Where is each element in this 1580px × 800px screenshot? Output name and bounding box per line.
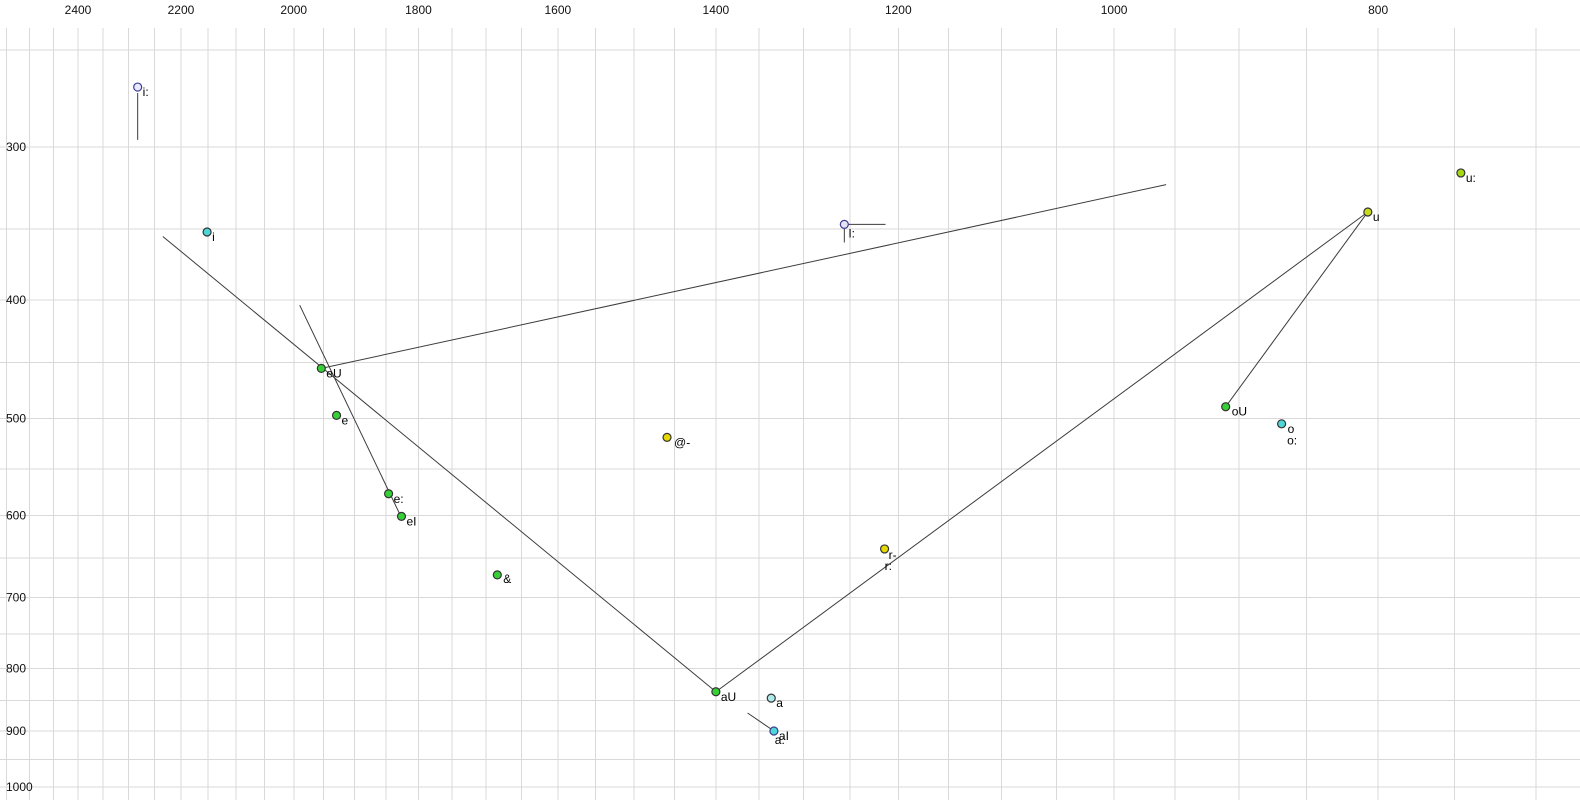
extra-label-2: a: <box>775 733 785 747</box>
x-axis-tick-label: 800 <box>1368 3 1388 17</box>
vowel-label-i-long[interactable]: i: <box>143 85 149 99</box>
y-axis-tick-label: 400 <box>6 293 26 307</box>
vowel-label-e[interactable]: e <box>342 413 349 427</box>
vowel-point-u-long[interactable] <box>1456 168 1466 178</box>
x-axis-tick-label: 1200 <box>885 3 912 17</box>
vowel-point-aU[interactable] <box>711 687 721 697</box>
vowel-label-I-long[interactable]: I: <box>848 226 855 240</box>
trajectory-aI-short <box>747 712 775 732</box>
vowel-label-a[interactable]: a <box>776 696 783 710</box>
vowel-point-oU[interactable] <box>1221 402 1231 412</box>
vowel-label-u[interactable]: u <box>1373 210 1380 224</box>
trajectory-eI <box>299 304 402 517</box>
vowel-label-aI[interactable]: aI <box>779 729 789 743</box>
trajectory-upperleft-to-aU <box>162 236 717 693</box>
y-axis-tick-label: 500 <box>6 412 26 426</box>
vowel-point-a[interactable] <box>766 693 776 703</box>
x-axis-tick-label: 2200 <box>168 3 195 17</box>
vowel-label-ae[interactable]: & <box>503 572 511 586</box>
y-axis-tick-label: 300 <box>6 140 26 154</box>
vowel-label-r-long[interactable]: r- <box>889 548 897 562</box>
vowel-point-u[interactable] <box>1363 207 1373 217</box>
trajectory-u-to-oU <box>1225 211 1369 408</box>
y-axis-tick-label: 1000 <box>6 780 33 794</box>
vowel-point-e-long[interactable] <box>383 489 394 499</box>
vowel-point-i[interactable] <box>202 227 212 237</box>
x-axis-tick-label: 1000 <box>1101 3 1128 17</box>
vowel-point-r-long[interactable] <box>879 544 890 554</box>
extra-label-1: o: <box>1287 433 1297 447</box>
vowel-point-aI[interactable] <box>769 726 779 736</box>
x-axis-tick-label: 1800 <box>405 3 432 17</box>
vowel-label-eI[interactable]: eI <box>406 514 416 528</box>
x-axis-tick-label: 1600 <box>544 3 571 17</box>
vowel-point-e[interactable] <box>331 410 342 420</box>
vowel-label-u-long[interactable]: u: <box>1466 171 1476 185</box>
x-axis-tick-label: 2400 <box>65 3 92 17</box>
y-axis-tick-label: 600 <box>6 508 26 522</box>
vowel-label-aU[interactable]: aU <box>721 690 736 704</box>
x-axis-tick-label: 2000 <box>280 3 307 17</box>
vowel-label-schwa[interactable]: @- <box>674 435 690 449</box>
vowel-point-eU[interactable] <box>316 363 326 374</box>
vowel-point-ae[interactable] <box>492 570 502 580</box>
y-axis-tick-label: 800 <box>6 661 26 675</box>
vowel-point-I-long[interactable] <box>839 219 849 229</box>
vowel-label-i[interactable]: i <box>212 230 215 244</box>
vowel-label-oU[interactable]: oU <box>1232 405 1247 419</box>
vowel-label-e-long[interactable]: e: <box>394 492 404 506</box>
vowel-point-i-long[interactable] <box>133 82 143 92</box>
vowel-point-schwa[interactable] <box>662 432 672 442</box>
vowel-label-o[interactable]: o <box>1288 422 1295 436</box>
extra-label-0: r: <box>885 559 892 573</box>
vowel-point-o[interactable] <box>1277 419 1287 429</box>
trajectory-eU <box>321 184 1167 369</box>
vowel-label-eU[interactable]: eU <box>326 366 341 380</box>
y-axis-tick-label: 700 <box>6 590 26 604</box>
trajectory-u-to-aU <box>715 211 1369 693</box>
y-axis-tick-label: 900 <box>6 724 26 738</box>
vowel-point-eI[interactable] <box>396 511 407 521</box>
x-axis-tick-label: 1400 <box>703 3 730 17</box>
